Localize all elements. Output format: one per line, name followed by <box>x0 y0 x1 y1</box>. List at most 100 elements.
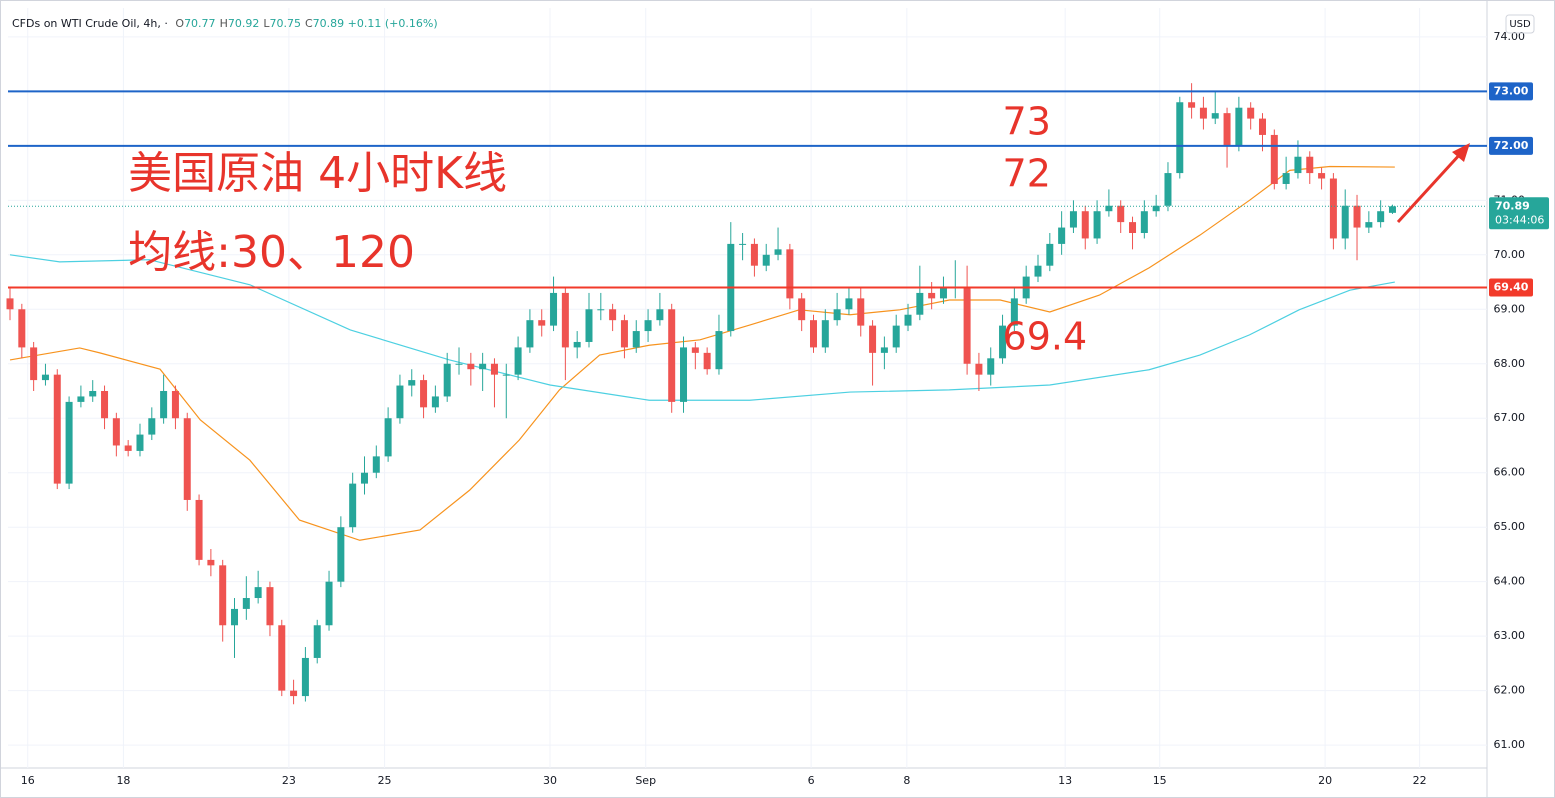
ohlc-value: 70.75 <box>269 17 301 30</box>
candle-body <box>1176 102 1184 174</box>
candle-body <box>597 309 605 311</box>
y-tick-label: 64.00 <box>1494 575 1526 588</box>
candle-body <box>195 499 203 560</box>
candle-body <box>632 331 640 348</box>
candle-body <box>1105 205 1113 212</box>
candle-body <box>750 243 758 266</box>
candle-body <box>1223 113 1231 146</box>
candle-body <box>1329 178 1337 239</box>
y-tick-label: 62.00 <box>1494 684 1526 697</box>
y-tick-label: 69.00 <box>1494 302 1526 315</box>
ohlc-value: +0.11 (+0.16%) <box>347 17 438 30</box>
candle-body <box>1117 205 1125 223</box>
candle-body <box>1258 118 1266 135</box>
candle-body <box>857 298 865 326</box>
candle-body <box>1058 227 1066 244</box>
candle-body <box>490 363 498 375</box>
candle-body <box>1282 173 1290 184</box>
y-tick-label: 61.00 <box>1494 738 1526 751</box>
candle-body <box>360 472 368 484</box>
currency-box <box>1505 14 1535 34</box>
candle-body <box>845 298 853 310</box>
candle-body <box>30 347 38 381</box>
ohlc-key: C <box>304 17 313 30</box>
candle-body <box>183 418 191 500</box>
x-tick-label: 25 <box>378 774 392 787</box>
candle-body <box>739 243 747 245</box>
level-label: 69.40 <box>1494 280 1529 293</box>
candle-body <box>1046 243 1054 266</box>
ohlc-key: O <box>175 17 185 30</box>
candle-body <box>1388 206 1396 213</box>
candle-body <box>514 347 522 375</box>
x-tick-label: 16 <box>21 774 35 787</box>
candle-body <box>171 390 179 419</box>
candle-body <box>266 587 274 626</box>
candle-body <box>656 309 664 321</box>
candle-body <box>573 341 581 348</box>
candle-body <box>715 331 723 370</box>
y-tick-label: 67.00 <box>1494 411 1526 424</box>
candle-body <box>408 380 416 386</box>
countdown: 03:44:06 <box>1495 213 1544 226</box>
annotation: 72 <box>1003 151 1051 195</box>
header: CFDs on WTI Crude Oil, 4h, · O70.77 H70.9… <box>12 17 438 30</box>
candle-body <box>526 320 534 348</box>
candle-body <box>1093 211 1101 239</box>
candle-body <box>467 363 475 370</box>
candle-body <box>620 320 628 348</box>
candle-body <box>691 347 699 353</box>
current-price: 70.89 <box>1495 199 1530 212</box>
candle-body <box>762 254 770 266</box>
candle-body <box>1318 173 1326 179</box>
candle-body <box>136 434 144 451</box>
candle-body <box>561 292 569 348</box>
candle-body <box>349 483 357 528</box>
level-label: 73.00 <box>1494 84 1529 97</box>
symbol: CFDs on WTI Crude Oil, 4h, · <box>12 17 168 30</box>
annotation: 美国原油 4小时K线 <box>128 148 507 199</box>
ohlc-key: L <box>263 17 270 30</box>
y-tick-label: 70.00 <box>1494 248 1526 261</box>
x-tick-label: 6 <box>808 774 815 787</box>
candle-body <box>1341 205 1349 239</box>
candle-body <box>6 298 14 310</box>
candle-body <box>538 320 546 326</box>
candle-body <box>786 249 794 299</box>
candle-body <box>939 287 947 299</box>
candle-body <box>963 287 971 364</box>
candle-body <box>928 292 936 299</box>
candle-body <box>148 418 156 435</box>
candle-body <box>420 380 428 408</box>
candle-body <box>53 374 61 484</box>
candle-body <box>443 363 451 397</box>
candle-body <box>242 598 250 609</box>
candle-body <box>1034 265 1042 277</box>
candle-body <box>892 325 900 348</box>
candle-body <box>999 325 1007 359</box>
y-tick-label: 63.00 <box>1494 629 1526 642</box>
candle-body <box>396 385 404 419</box>
candle-body <box>1129 222 1137 234</box>
level-label: 72.00 <box>1494 139 1529 152</box>
candle-body <box>880 347 888 353</box>
candle-body <box>1188 102 1196 108</box>
candle-body <box>207 559 215 566</box>
candle-body <box>101 390 109 419</box>
candle-body <box>644 320 652 332</box>
candle-body <box>1235 107 1243 146</box>
currency: USD <box>1509 19 1531 30</box>
x-tick-label: 23 <box>282 774 296 787</box>
annotation: 69.4 <box>1003 315 1088 359</box>
candle-body <box>1270 134 1278 184</box>
candle-body <box>41 374 49 381</box>
ohlc-value: 70.77 <box>184 17 216 30</box>
candle-body <box>703 352 711 370</box>
candle-body <box>904 314 912 326</box>
candle-body <box>1069 211 1077 228</box>
candle-body <box>798 298 806 321</box>
candle-body <box>1081 211 1089 239</box>
candle-body <box>609 309 617 321</box>
